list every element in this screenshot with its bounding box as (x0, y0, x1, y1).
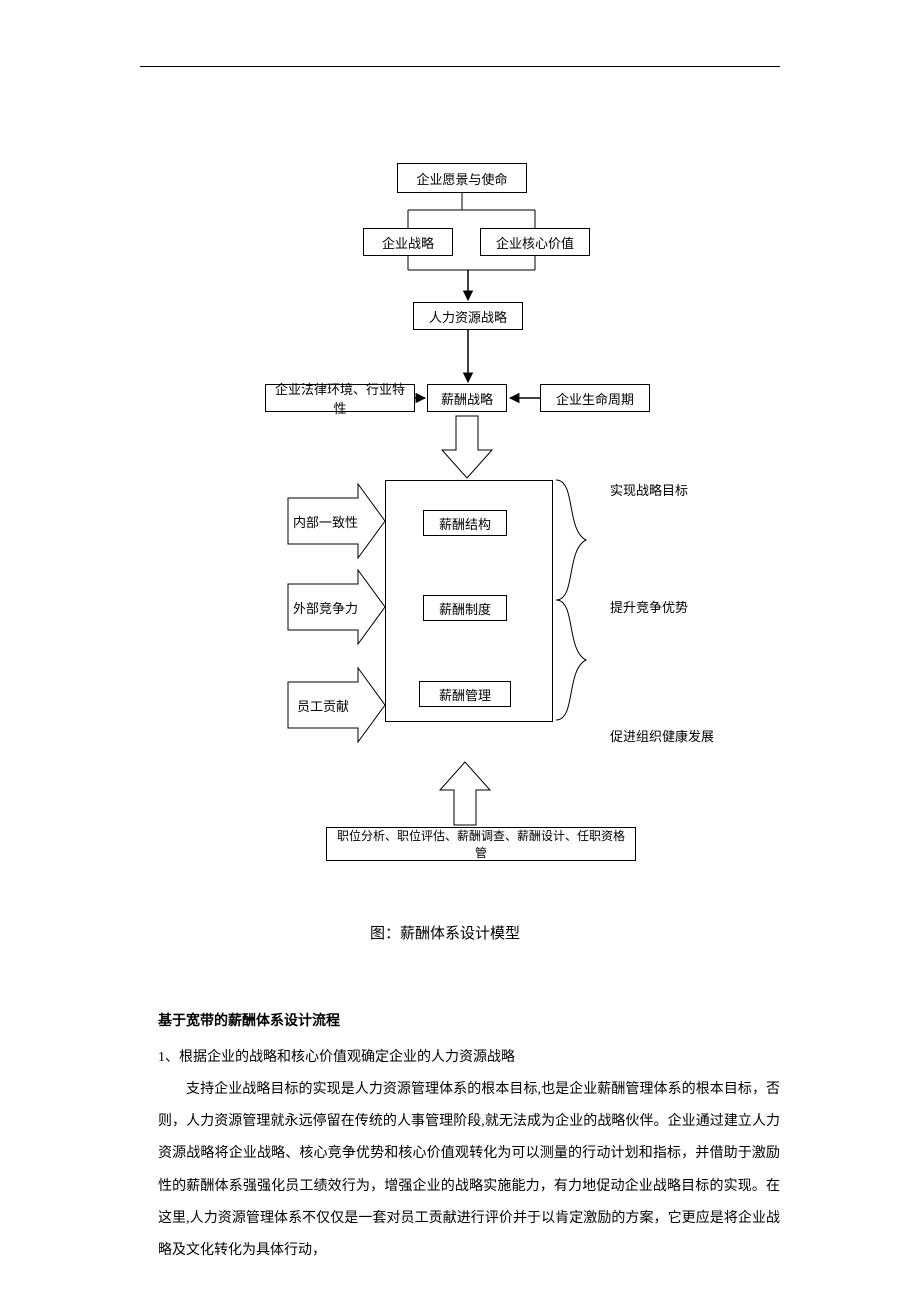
goal-label-2: 提升竞争优势 (610, 597, 688, 616)
node-vision-label: 企业愿景与使命 (416, 169, 507, 188)
node-vision: 企业愿景与使命 (397, 163, 527, 193)
node-strategy: 企业战略 (363, 228, 453, 256)
node-lifecycle: 企业生命周期 (540, 384, 650, 412)
label-contrib: 员工贡献 (297, 696, 349, 715)
item-1: 1、根据企业的战略和核心价值观确定企业的人力资源战略 (158, 1042, 780, 1074)
node-corevalue-label: 企业核心价值 (496, 233, 574, 252)
node-pay-strat: 薪酬战略 (427, 384, 507, 412)
label-inner: 内部一致性 (293, 512, 358, 531)
node-corevalue: 企业核心价值 (480, 228, 590, 256)
paragraph-body: 支持企业战略目标的实现是人力资源管理体系的根本目标,也是企业薪酬管理体系的根本目… (158, 1074, 780, 1267)
node-manage: 薪酬管理 (419, 681, 511, 707)
node-lifecycle-label: 企业生命周期 (556, 389, 634, 408)
node-structure: 薪酬结构 (423, 510, 507, 536)
node-tools: 职位分析、职位评估、薪酬调查、薪酬设计、任职资格管 (326, 827, 636, 861)
goal-label-3: 促进组织健康发展 (610, 726, 714, 745)
node-tools-label: 职位分析、职位评估、薪酬调查、薪酬设计、任职资格管 (333, 827, 629, 861)
paragraph-text: 支持企业战略目标的实现是人力资源管理体系的根本目标,也是企业薪酬管理体系的根本目… (158, 1082, 780, 1258)
node-strategy-label: 企业战略 (382, 233, 434, 252)
section-title: 基于宽带的薪酬体系设计流程 (158, 1010, 340, 1030)
node-law-label: 企业法律环境、行业特性 (272, 379, 408, 417)
node-pay-strat-label: 薪酬战略 (441, 389, 493, 408)
label-outer: 外部竞争力 (293, 598, 358, 617)
goal-label-1: 实现战略目标 (610, 480, 688, 499)
node-system-label: 薪酬制度 (439, 599, 491, 618)
node-system: 薪酬制度 (423, 595, 507, 621)
node-manage-label: 薪酬管理 (439, 685, 491, 704)
page: 企业愿景与使命 企业战略 企业核心价值 人力资源战略 企业法律环境、行业特性 薪… (0, 0, 920, 1302)
node-structure-label: 薪酬结构 (439, 514, 491, 533)
header-rule (140, 66, 780, 67)
node-hr: 人力资源战略 (413, 302, 523, 330)
figure-caption: 图：薪酬体系设计模型 (370, 922, 520, 943)
node-law: 企业法律环境、行业特性 (265, 384, 415, 412)
node-hr-label: 人力资源战略 (429, 307, 507, 326)
